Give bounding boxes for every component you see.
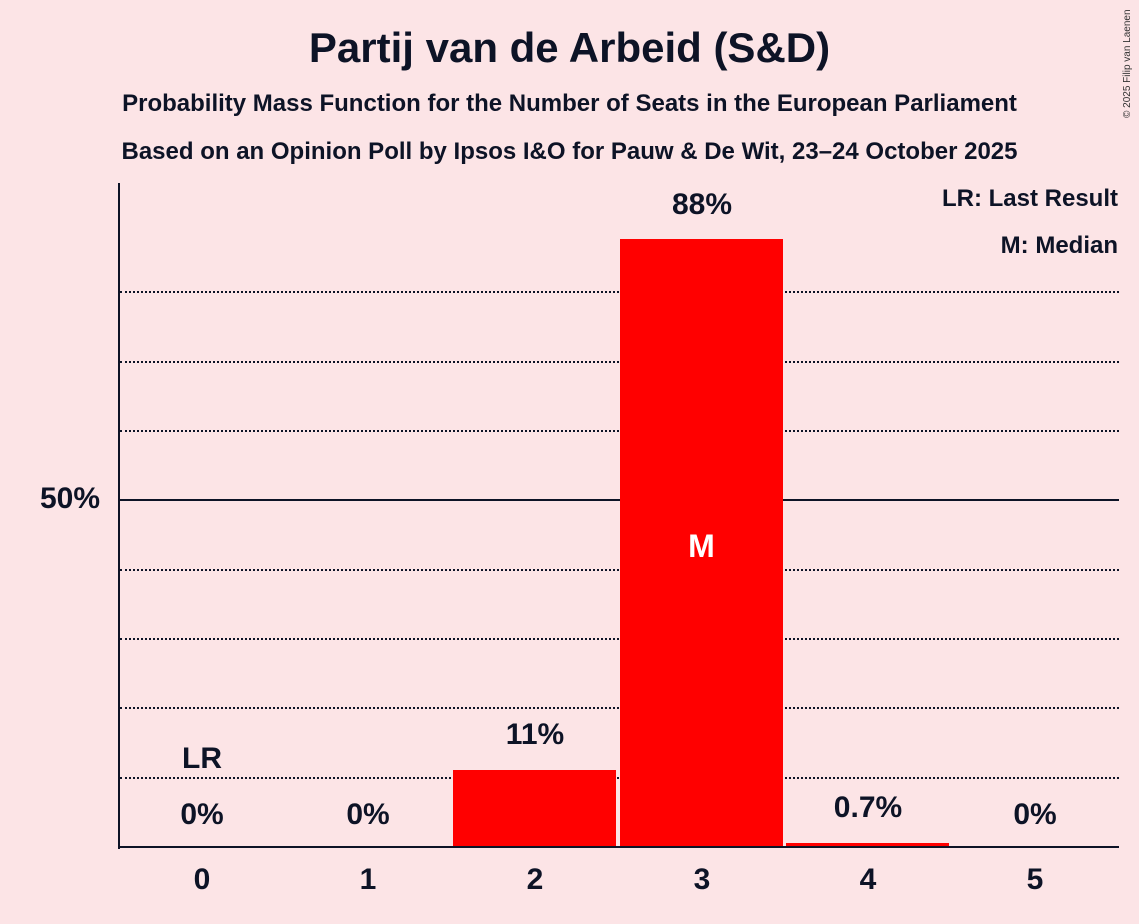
bar-2-seats bbox=[453, 770, 616, 847]
gridline-20 bbox=[120, 707, 1119, 709]
last-result-marker: LR bbox=[182, 742, 222, 775]
x-axis bbox=[118, 846, 1119, 848]
value-label-0: 0% bbox=[180, 798, 224, 831]
bar-3-seats bbox=[620, 239, 783, 847]
gridline-80 bbox=[120, 291, 1119, 293]
value-label-3: 88% bbox=[671, 188, 733, 221]
chart-title: Partij van de Arbeid (S&D) bbox=[308, 24, 831, 71]
legend-median: M: Median bbox=[1000, 232, 1118, 259]
gridline-50 bbox=[120, 499, 1119, 501]
y-axis bbox=[118, 183, 120, 849]
x-tick-5: 5 bbox=[1026, 863, 1044, 896]
median-marker: M bbox=[688, 528, 715, 564]
value-label-4: 0.7% bbox=[833, 791, 903, 824]
x-tick-1: 1 bbox=[359, 863, 377, 896]
gridline-10 bbox=[120, 777, 1119, 779]
x-tick-3: 3 bbox=[693, 863, 711, 896]
gridline-30 bbox=[120, 638, 1119, 640]
y-tick-50: 50% bbox=[39, 482, 100, 515]
x-tick-2: 2 bbox=[526, 863, 544, 896]
gridline-70 bbox=[120, 361, 1119, 363]
chart-source: Based on an Opinion Poll by Ipsos I&O fo… bbox=[121, 138, 1018, 165]
value-label-5: 0% bbox=[1013, 798, 1057, 831]
gridline-40 bbox=[120, 569, 1119, 571]
copyright-notice: © 2025 Filip van Laenen bbox=[1122, 9, 1133, 118]
value-label-2: 11% bbox=[505, 718, 565, 751]
value-label-1: 0% bbox=[346, 798, 390, 831]
bar-4-seats bbox=[786, 843, 949, 847]
x-tick-4: 4 bbox=[859, 863, 877, 896]
chart-subtitle: Probability Mass Function for the Number… bbox=[122, 90, 1017, 117]
gridline-60 bbox=[120, 430, 1119, 432]
x-tick-0: 0 bbox=[193, 863, 211, 896]
legend-last-result: LR: Last Result bbox=[941, 185, 1118, 212]
